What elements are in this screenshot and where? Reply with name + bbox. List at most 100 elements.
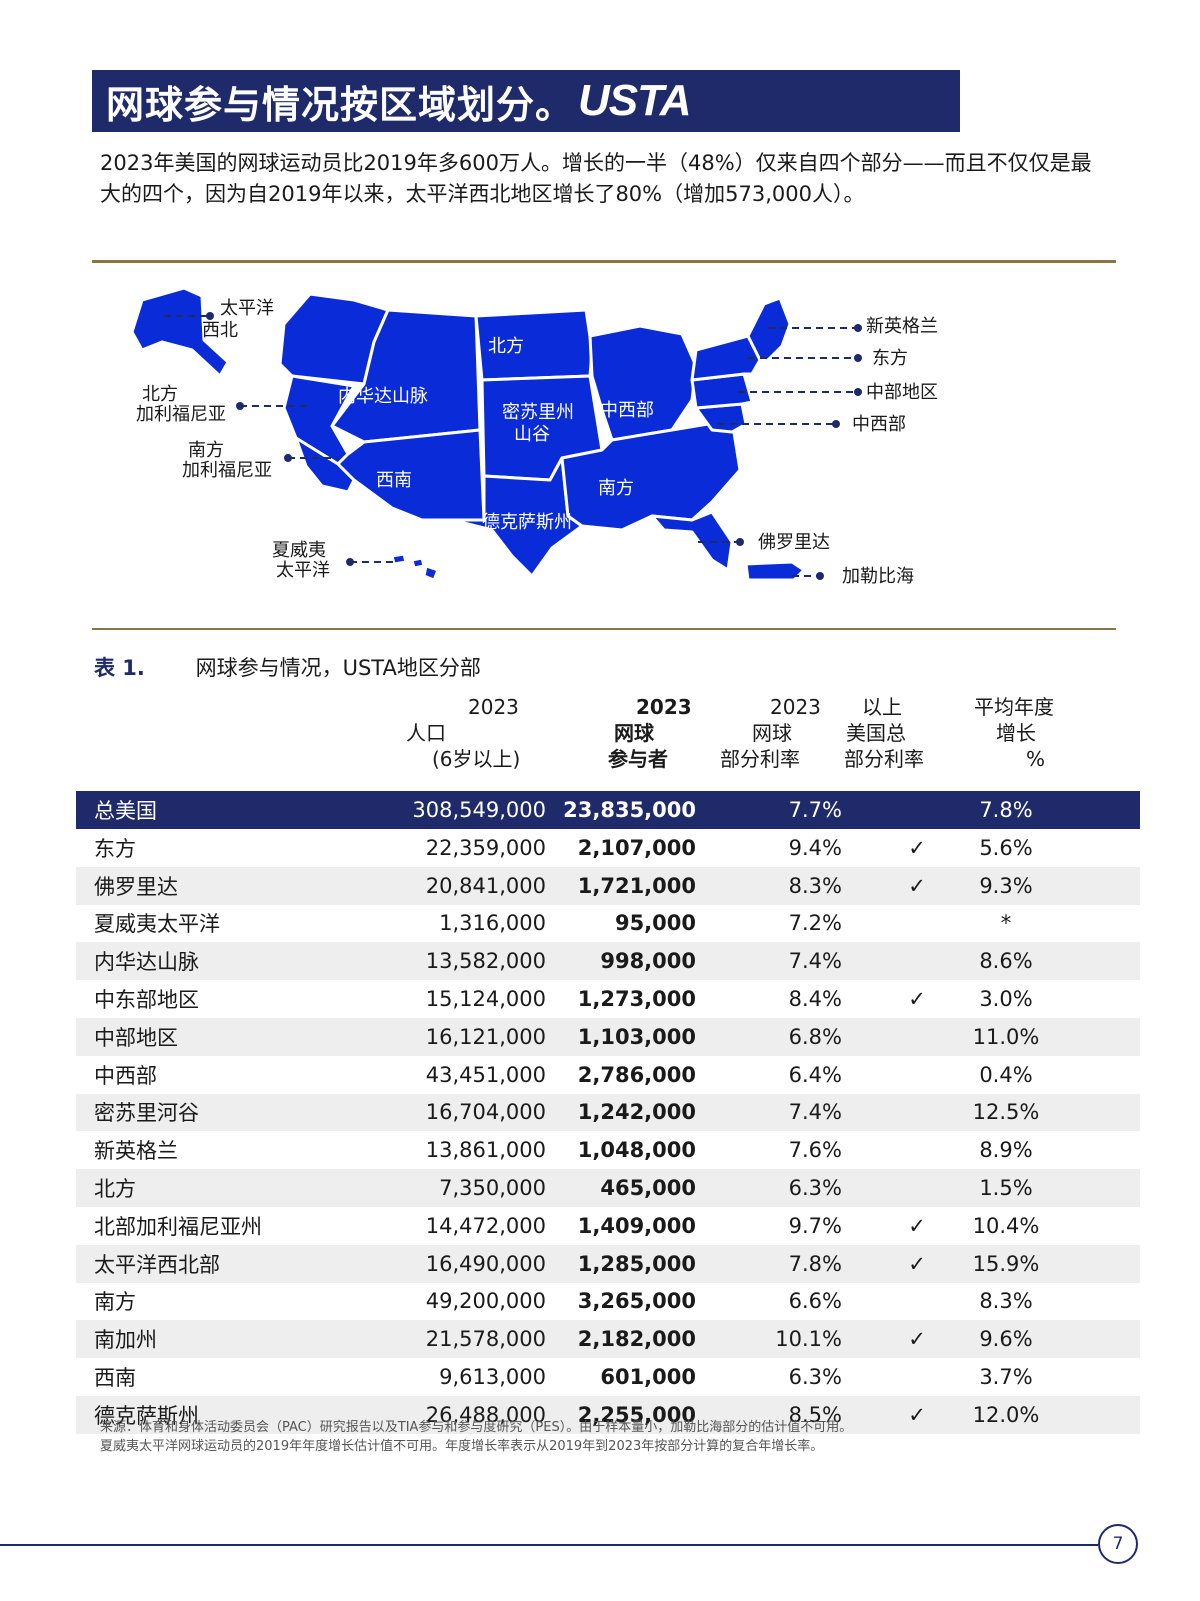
cell-population: 308,549,000 [412,798,546,822]
cell-above-check: ✓ [908,835,926,860]
cell-rate: 7.6% [788,1138,842,1163]
cell-above-check [897,1018,937,1056]
table-row: 中西部 43,451,000 2,786,000 6.4% 0.4% [76,1056,1140,1094]
table-row: 东方 22,359,000 2,107,000 9.4% ✓ 5.6% [76,829,1140,867]
cell-above-check: ✓ [908,1327,926,1352]
cell-name: 南方 [94,1290,136,1315]
table-row: 夏威夷太平洋 1,316,000 95,000 7.2% * [76,905,1140,943]
cell-rate: 7.7% [788,798,842,822]
cell-name: 新英格兰 [94,1139,178,1164]
cell-participants: 2,786,000 [577,1062,696,1087]
cell-growth: 15.9% [972,1251,1040,1276]
cell-growth: 1.5% [979,1176,1033,1201]
cell-name: 佛罗里达 [94,874,178,899]
region-alaska [130,286,230,378]
cell-participants: 2,255,000 [577,1402,696,1427]
source-line-1: 来源：体育和身体活动委员会（PAC）研究报告以及TIA参与和参与度研究（PES）… [100,1420,853,1435]
footer-rule [0,1544,1098,1546]
cell-growth: 7.8% [979,798,1033,822]
cell-above-check: ✓ [908,1402,926,1427]
cell-name: 北部加利福尼亚州 [94,1214,262,1239]
table-row: 北方 7,350,000 465,000 6.3% 1.5% [76,1169,1140,1207]
table-row: 太平洋西北部 16,490,000 1,285,000 7.8% ✓ 15.9% [76,1244,1140,1283]
participation-table: 总美国 308,549,000 23,835,000 7.7% 7.8% 东方 2… [76,791,1140,1434]
cell-participants: 1,285,000 [577,1251,696,1276]
cell-participants: 465,000 [600,1176,696,1201]
table-number: 表 1. [94,656,145,680]
cell-above-check [897,1056,937,1094]
source-note: 来源：体育和身体活动委员会（PAC）研究报告以及TIA参与和参与度研究（PES）… [100,1418,1080,1456]
cell-rate: 6.3% [788,1365,842,1390]
table-row: 北部加利福尼亚州 14,472,000 1,409,000 9.7% ✓ 10.4% [76,1207,1140,1245]
usta-logo: USTA [578,76,692,125]
cell-participants: 1,273,000 [577,987,696,1012]
cell-population: 16,490,000 [425,1251,546,1276]
cell-name: 中部地区 [94,1025,178,1050]
header-rate-2: 网球 [752,721,792,745]
cell-participants: 1,103,000 [577,1024,696,1049]
cell-population: 16,121,000 [425,1024,546,1049]
cell-above-check [897,1094,937,1132]
table-row: 南方 49,200,000 3,265,000 6.6% 8.3% [76,1283,1140,1321]
region-texas [450,456,584,578]
cell-participants: 95,000 [614,911,696,936]
table-row: 密苏里河谷 16,704,000 1,242,000 7.4% 12.5% [76,1093,1140,1132]
header-above-2: 美国总 [846,721,906,745]
label-socal-2: 加利福尼亚 [182,460,272,481]
cell-rate: 9.7% [788,1213,842,1238]
cell-rate: 10.1% [775,1327,842,1352]
cell-growth: 0.4% [979,1062,1033,1087]
cell-rate: 7.2% [788,911,842,936]
label-southwest: 西南 [376,470,412,491]
header-above-3: 部分利率 [844,747,924,771]
cell-above-check [897,1131,937,1169]
cell-growth: 8.6% [979,949,1033,974]
cell-participants: 998,000 [600,949,696,974]
cell-growth: 11.0% [972,1024,1040,1049]
header-rate-3: 部分利率 [720,747,800,771]
cell-above-check [897,791,937,829]
table-row: 佛罗里达 20,841,000 1,721,000 8.3% ✓ 9.3% [76,866,1140,905]
cell-rate: 8.5% [788,1402,842,1427]
label-missouri-1: 密苏里州 [502,402,574,423]
table-title: 网球参与情况，USTA地区分部 [195,656,481,680]
us-map-svg: 太平洋 西北 北方 加利福尼亚 南方 加利福尼亚 夏威夷 太平洋 新英格兰 东方… [130,286,938,587]
region-hawaii-2 [410,556,426,570]
cell-participants: 1,242,000 [577,1100,696,1125]
label-intermountain: 内华达山脉 [338,386,428,407]
cell-name: 总美国 [94,799,157,823]
label-caribbean: 加勒比海 [842,566,914,587]
table-row: 南加州 21,578,000 2,182,000 10.1% ✓ 9.6% [76,1320,1140,1359]
label-hawaii-2: 太平洋 [276,560,330,581]
cell-rate: 8.4% [788,987,842,1012]
cell-above-check [897,1283,937,1321]
label-norcal-1: 北方 [142,384,178,405]
label-new-england: 新英格兰 [866,316,938,337]
cell-population: 1,316,000 [439,911,546,936]
label-florida: 佛罗里达 [758,532,830,553]
cell-population: 7,350,000 [439,1176,546,1201]
cell-growth: 10.4% [972,1213,1040,1238]
map-regions [130,286,806,582]
cell-name: 德克萨斯州 [94,1403,199,1428]
header-growth-3: % [1026,747,1046,771]
cell-rate: 8.3% [788,873,842,898]
table-row: 中东部地区 15,124,000 1,273,000 8.4% ✓ 3.0% [76,980,1140,1018]
region-hawaii-1 [390,552,408,566]
cell-participants: 23,835,000 [563,798,696,822]
label-norcal-2: 加利福尼亚 [136,404,226,425]
cell-name: 内华达山脉 [94,950,199,975]
us-region-map: 太平洋 西北 北方 加利福尼亚 南方 加利福尼亚 夏威夷 太平洋 新英格兰 东方… [92,280,1116,620]
header-pop-2: 人口 [406,721,446,745]
cell-growth: 12.5% [972,1100,1040,1125]
label-socal-1: 南方 [188,440,224,461]
table-header: 2023 人口 (6岁以上) 2023 网球 参与者 2023 网球 部分利率 … [76,694,1140,786]
table-row: 新英格兰 13,861,000 1,048,000 7.6% 8.9% [76,1131,1140,1169]
cell-growth: 9.6% [979,1327,1033,1352]
cell-growth: * [1000,911,1012,936]
page-number: 7 [1098,1524,1138,1564]
cell-participants: 1,721,000 [577,873,696,898]
cell-rate: 6.4% [788,1062,842,1087]
cell-above-check: ✓ [908,1213,926,1238]
table-row: 西南 9,613,000 601,000 6.3% 3.7% [76,1358,1140,1396]
